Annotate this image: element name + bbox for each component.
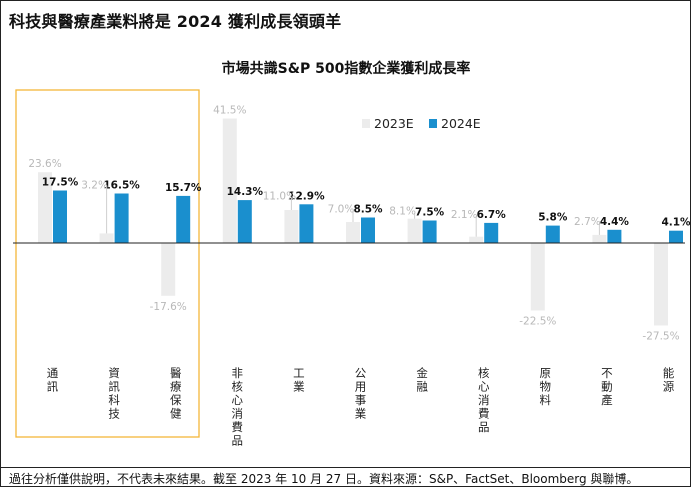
legend: 2023E 2024E [362, 116, 481, 131]
chart-title: 市場共識S&P 500指數企業獲利成長率 [222, 60, 471, 77]
bar-2023e [284, 210, 299, 243]
category-label: 資訊科技 [108, 366, 120, 421]
bar-2024e [484, 222, 499, 243]
headline: 科技與醫療產業料將是 2024 獲利成長領頭羊 [9, 12, 342, 31]
data-label-2023e: 3.2% [81, 180, 108, 192]
chart: 市場共識S&P 500指數企業獲利成長率 2023E 2024E 17.5% 23.… [13, 60, 690, 448]
category-label: 醫療保健 [170, 366, 182, 421]
data-label-2024e: 7.5% [415, 207, 445, 219]
bar-2024e [114, 193, 129, 243]
data-label-2024e: 12.9% [288, 190, 325, 202]
data-label-2023e: 23.6% [28, 158, 61, 170]
bar-2023e [222, 118, 237, 243]
bar-2023e [38, 172, 52, 243]
category-labels: 通訊 資訊科技 醫療保健 非核心消費品 工業 公用事業 金融 核心消費品 原物料 不動產 能源 [47, 366, 675, 448]
legend-label: 2023E [374, 116, 414, 131]
category-label: 不動產 [601, 366, 613, 407]
category-label: 公用事業 [355, 366, 367, 421]
data-label-2024e: 15.7% [165, 182, 202, 194]
legend-swatch [362, 119, 370, 128]
data-label-2023e: 8.1% [389, 206, 416, 218]
category-label: 通訊 [47, 366, 59, 394]
data-label-2024e: 5.8% [538, 212, 568, 224]
bar-2023e [346, 222, 360, 243]
footnote: 過往分析僅供說明，不代表未來結果。截至 2023 年 10 月 27 日。資料來… [9, 472, 639, 486]
footnote-divider [1, 467, 690, 468]
bar-2023e [99, 233, 114, 243]
data-label-2024e: 4.4% [600, 216, 630, 228]
highlight-box [15, 89, 200, 438]
bars [38, 118, 683, 326]
bar-2024e [237, 200, 252, 243]
bar-2024e [53, 190, 67, 243]
data-label-2023e: -27.5% [642, 331, 679, 343]
data-label-2023e: -17.6% [150, 301, 187, 313]
bar-2023e [592, 234, 607, 243]
bar-2024e [361, 217, 375, 243]
data-label-2024e: 16.5% [103, 180, 140, 192]
data-labels: 17.5% 23.6% 16.5%3.2% 15.7% -17.6% 14.3% 41.5%… [28, 105, 690, 343]
legend-label: 2024E [441, 116, 481, 131]
data-label-2024e: 14.3% [227, 186, 264, 198]
bar-2023e [407, 218, 422, 243]
bar-2024e [422, 220, 437, 243]
bar-2024e [299, 204, 314, 243]
legend-swatch [429, 119, 437, 128]
category-label: 核心消費品 [478, 366, 490, 434]
bar-2023e [654, 243, 668, 326]
data-label-2023e: 7.0% [328, 204, 355, 216]
data-label-2024e: 8.5% [353, 204, 383, 216]
category-label: 非核心消費品 [232, 366, 244, 448]
category-label: 金融 [416, 366, 428, 394]
data-label-2024e: 4.1% [661, 217, 690, 229]
data-label-2023e: 2.1% [451, 209, 478, 221]
data-label-2023e: 11.0% [263, 190, 296, 202]
bar-2024e [607, 229, 622, 243]
category-label: 原物料 [540, 366, 552, 407]
bar-2023e [469, 236, 484, 243]
bar-2024e [176, 195, 191, 243]
data-label-2023e: 41.5% [213, 105, 246, 117]
data-label-2024e: 17.5% [42, 177, 79, 189]
category-label: 能源 [663, 366, 675, 394]
category-label: 工業 [293, 366, 305, 394]
bar-2023e [161, 243, 176, 296]
bar-2023e [530, 243, 545, 311]
bar-2024e [545, 225, 560, 243]
data-label-2023e: 2.7% [574, 216, 601, 228]
data-label-2023e: -22.5% [519, 316, 556, 328]
data-label-2024e: 6.7% [477, 209, 507, 221]
bar-2024e [669, 230, 683, 243]
